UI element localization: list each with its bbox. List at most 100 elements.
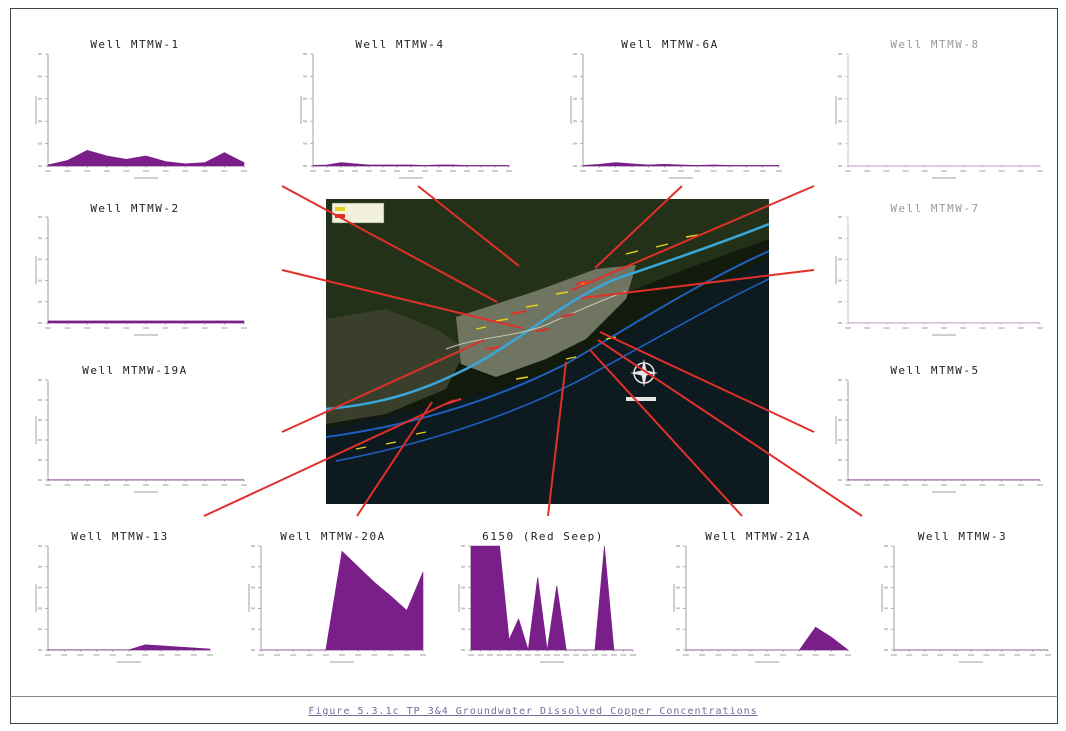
x-tick-label (883, 484, 890, 486)
x-tick-label (162, 484, 169, 486)
x-tick-label (998, 484, 1005, 486)
x-tick-label (610, 654, 617, 656)
x-tick-label (979, 327, 986, 329)
chart-panel-mtmw-5: Well MTMW-5 (820, 358, 1050, 503)
x-tick-label (591, 654, 598, 656)
x-tick-label (828, 654, 835, 656)
y-tick-label (461, 565, 465, 568)
x-tick-label (629, 170, 635, 172)
x-tick-label (109, 654, 116, 656)
x-tick-label (496, 654, 503, 656)
chart-plot (35, 545, 213, 663)
y-tick-label (38, 565, 42, 568)
y-tick-label (573, 97, 577, 100)
chart-panel-mtmw-13: Well MTMW-13 (22, 524, 218, 674)
x-tick-label (45, 170, 51, 172)
x-tick-label (812, 654, 819, 656)
y-tick-label (251, 586, 255, 589)
y-tick-label (38, 279, 42, 282)
x-tick-label (201, 170, 208, 172)
x-tick-label (563, 654, 570, 656)
y-tick-label (38, 258, 42, 261)
y-tick-label (884, 628, 888, 631)
y-tick-label (38, 216, 42, 218)
y-tick-label (461, 649, 465, 651)
y-tick-label (884, 586, 888, 589)
y-tick-label (838, 97, 842, 100)
chart-panel-mtmw-8: Well MTMW-8 (820, 30, 1050, 190)
y-tick-label (251, 545, 255, 547)
x-tick-label (84, 327, 91, 329)
x-tick-label (241, 327, 247, 329)
x-tick-label (1014, 654, 1021, 656)
x-tick-label (103, 327, 110, 329)
x-tick-label (921, 654, 928, 656)
chart-title: Well MTMW-1 (90, 38, 180, 51)
chart-panel-mtmw-2: Well MTMW-2 (20, 195, 250, 345)
y-tick-label (38, 75, 42, 78)
chart-panel-mtmw-1: Well MTMW-1 (20, 30, 250, 190)
x-tick-label (420, 654, 426, 656)
x-tick-label (290, 654, 297, 656)
x-tick-label (306, 654, 313, 656)
x-tick-label (477, 654, 484, 656)
x-tick-label (960, 327, 967, 329)
x-tick-label (620, 654, 627, 656)
chart-panel-mtmw-6a: Well MTMW-6A (555, 30, 785, 190)
chart-panel-mtmw-19a: Well MTMW-19A (20, 358, 250, 503)
y-tick-label (884, 545, 888, 547)
x-tick-label (678, 170, 684, 172)
x-tick-label (553, 654, 560, 656)
x-axis-label (540, 661, 564, 663)
y-tick-label (38, 300, 42, 303)
series-area (312, 162, 510, 167)
y-axis-label (35, 256, 37, 284)
x-tick-label (960, 484, 967, 486)
y-tick-label (251, 607, 255, 610)
y-tick-label (38, 399, 42, 401)
chart-title: Well MTMW-20A (280, 530, 386, 543)
y-axis-label (35, 584, 37, 612)
x-tick-label (1037, 327, 1043, 329)
x-tick-label (64, 327, 71, 329)
figure-caption: Figure 5.3.1c TP 3&4 Groundwater Dissolv… (308, 706, 758, 717)
y-tick-label (838, 75, 842, 78)
y-tick-label (573, 165, 577, 167)
y-tick-label (838, 399, 842, 401)
x-tick-label (906, 654, 913, 656)
y-tick-label (38, 237, 42, 240)
x-axis-label (755, 661, 779, 663)
y-tick-label (38, 419, 42, 421)
y-tick-label (838, 53, 842, 55)
chart-panel-mtmw-7: Well MTMW-7 (820, 195, 1050, 345)
y-tick-label (838, 479, 842, 481)
y-tick-label (838, 258, 842, 261)
x-axis-label (330, 661, 354, 663)
x-tick-label (1037, 170, 1043, 172)
map-legend-swatch (335, 207, 345, 211)
chart-title: Well MTMW-2 (90, 202, 180, 215)
x-tick-label (45, 654, 51, 656)
chart-plot (35, 216, 247, 336)
x-axis-label (932, 334, 956, 336)
map-legend-box (331, 202, 385, 224)
x-tick-label (143, 327, 149, 329)
x-tick-label (683, 654, 689, 656)
y-axis-label (835, 256, 837, 284)
chart-plot (35, 379, 247, 493)
x-tick-label (921, 170, 928, 172)
x-tick-label (61, 654, 68, 656)
y-tick-label (676, 628, 680, 631)
chart-title: Well MTMW-5 (890, 364, 980, 377)
y-axis-label (570, 96, 572, 124)
x-tick-label (699, 654, 706, 656)
series-area (47, 644, 211, 651)
x-tick-label (143, 170, 149, 172)
x-tick-label (960, 170, 967, 172)
x-tick-label (201, 484, 208, 486)
y-tick-label (303, 120, 307, 123)
chart-title: Well MTMW-21A (705, 530, 811, 543)
x-tick-label (941, 170, 947, 172)
x-tick-label (1037, 484, 1043, 486)
x-tick-label (403, 654, 410, 656)
